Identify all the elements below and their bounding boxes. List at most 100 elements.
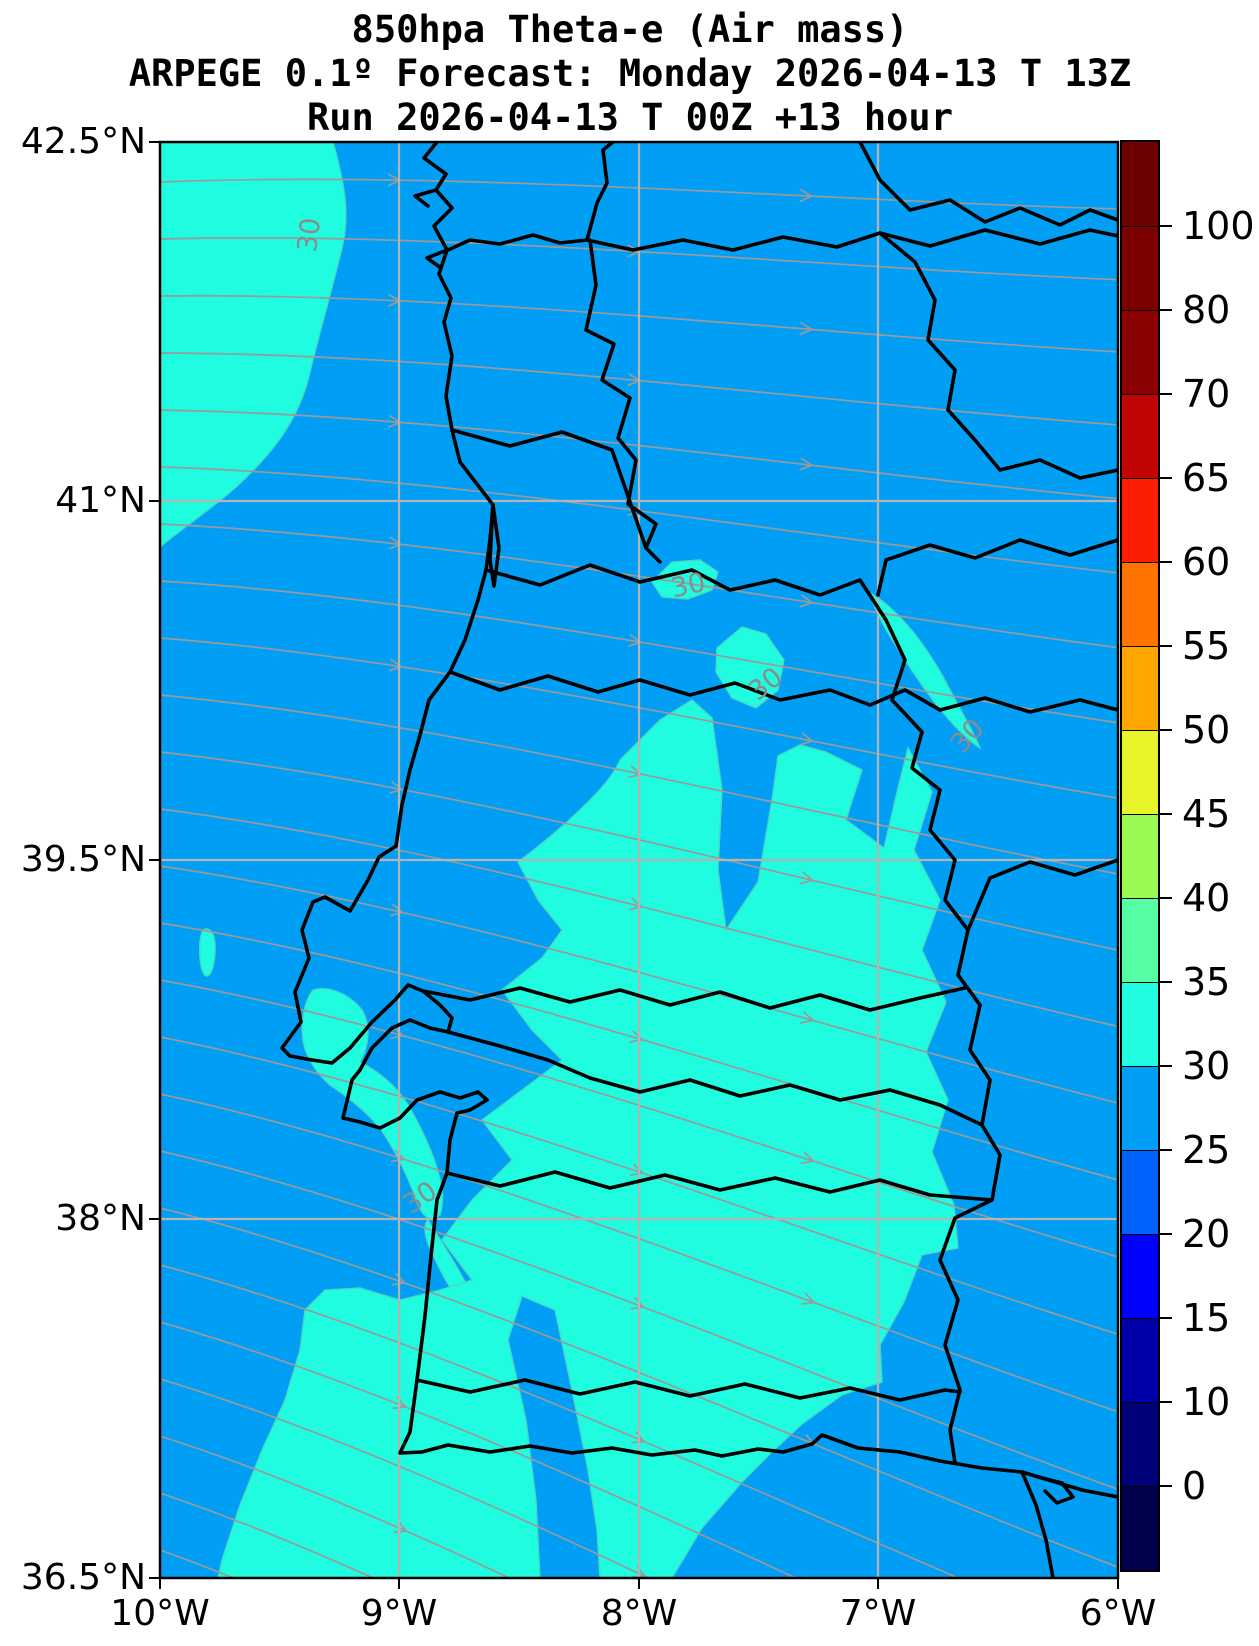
streamline-arrow — [390, 1034, 404, 1040]
colorbar-tick — [1160, 393, 1172, 395]
colorbar-tick — [1160, 1065, 1172, 1067]
colorbar-tick-label: 55 — [1182, 624, 1231, 668]
x-axis-tick — [398, 1578, 400, 1589]
streamline-arrow — [628, 372, 641, 382]
y-axis-tick — [149, 1218, 160, 1220]
streamline-arrow — [801, 594, 813, 604]
y-axis-tick — [149, 1577, 160, 1579]
streamline-arrow — [801, 732, 813, 742]
colorbar-segment — [1122, 814, 1158, 898]
streamline — [160, 1264, 961, 1578]
streamline-arrow — [387, 173, 401, 181]
y-axis-tick — [149, 500, 160, 502]
streamline — [160, 1321, 798, 1578]
colorbar-segment — [1122, 310, 1158, 394]
border-path — [584, 238, 662, 564]
streamline-arrow — [799, 328, 812, 336]
streamline-arrow — [799, 464, 813, 471]
colorbar-tick-label: 15 — [1182, 1296, 1231, 1340]
colorbar-tick — [1160, 813, 1172, 815]
colorbar-tick-label: 30 — [1182, 1044, 1231, 1088]
title-line-2: ARPEGE 0.1º Forecast: Monday 2026-04-13 … — [128, 52, 1132, 95]
title-line-1: 850hpa Theta-e (Air mass) — [351, 8, 909, 51]
colorbar-tick-label: 10 — [1182, 1380, 1231, 1424]
colorbar-segment — [1122, 142, 1158, 226]
colorbar-segment — [1122, 1066, 1158, 1150]
streamline — [160, 178, 1118, 210]
theta-e-band-30-35-region — [217, 699, 959, 1578]
colorbar-tick — [1160, 729, 1172, 731]
border-path — [448, 670, 1118, 714]
streamline — [160, 1492, 376, 1578]
colorbar-tick — [1160, 225, 1172, 227]
colorbar-segment — [1122, 1486, 1158, 1570]
streamline-arrow — [799, 601, 813, 608]
colorbar-segment — [1122, 478, 1158, 562]
theta-e-band-30-35-region — [715, 626, 785, 709]
streamline — [160, 922, 1118, 1181]
y-axis-tick-label: 38°N — [55, 1198, 146, 1239]
x-axis-tick — [159, 1578, 161, 1589]
streamline-arrow — [800, 1160, 814, 1165]
streamline-arrow — [389, 911, 403, 917]
streamline-arrow — [802, 1010, 814, 1022]
border-path — [884, 618, 1002, 1465]
streamline-arrow — [800, 321, 813, 331]
colorbar-segment — [1122, 1318, 1158, 1402]
streamline — [160, 1378, 651, 1578]
streamline-arrow — [800, 457, 813, 467]
colorbar-segment — [1122, 898, 1158, 982]
colorbar-tick-label: 35 — [1182, 960, 1231, 1004]
border-path — [446, 142, 615, 252]
colorbar-segment — [1122, 1234, 1158, 1318]
y-axis-tick-label: 41°N — [55, 480, 146, 521]
colorbar-tick-label: 45 — [1182, 792, 1231, 836]
border-path — [488, 503, 501, 588]
colorbar-segment — [1122, 982, 1158, 1066]
border-path — [446, 1030, 984, 1127]
colorbar-segment — [1122, 730, 1158, 814]
contour-label: 30 — [292, 216, 327, 254]
streamline-arrow — [391, 903, 403, 914]
streamline — [160, 409, 1118, 500]
colorbar-segment — [1122, 226, 1158, 310]
streamline — [160, 523, 1118, 649]
colorbar-tick-label: 25 — [1182, 1128, 1231, 1172]
y-axis-tick — [149, 859, 160, 861]
streamline-arrow — [395, 1272, 406, 1284]
streamline — [160, 694, 1118, 875]
x-axis-tick-label: 8°W — [600, 1593, 678, 1634]
colorbar-tick — [1160, 1485, 1172, 1487]
x-axis-tick-label: 10°W — [110, 1593, 210, 1634]
border-path — [1036, 1475, 1075, 1505]
colorbar-tick — [1160, 1317, 1172, 1319]
colorbar-segment — [1122, 562, 1158, 646]
streamline — [160, 865, 1118, 1104]
streamline-arrow — [799, 188, 812, 197]
streamline-arrow — [631, 1440, 645, 1444]
colorbar-tick-label: 50 — [1182, 708, 1231, 752]
streamline — [160, 979, 1118, 1258]
streamline-arrow — [629, 1172, 643, 1177]
border-path — [450, 428, 648, 550]
colorbar — [1120, 140, 1160, 1572]
streamline-arrow — [802, 871, 814, 882]
colorbar-tick — [1160, 981, 1172, 983]
colorbar-tick — [1160, 897, 1172, 899]
x-axis-tick-label: 7°W — [839, 1593, 917, 1634]
streamline-arrow — [802, 1587, 815, 1588]
x-axis-tick-label: 6°W — [1079, 1593, 1157, 1634]
colorbar-tick — [1160, 1149, 1172, 1151]
x-axis-tick — [638, 1578, 640, 1589]
colorbar-tick-label: 65 — [1182, 456, 1231, 500]
border-path — [413, 188, 438, 208]
x-axis-tick-label: 9°W — [360, 1593, 438, 1634]
streamlines-layer — [160, 173, 1118, 1588]
colorbar-segment — [1122, 394, 1158, 478]
colorbar-tick — [1160, 1401, 1172, 1403]
border-path — [421, 986, 967, 1012]
streamline — [160, 1036, 1118, 1336]
border-path — [876, 538, 1118, 597]
streamline-arrow — [799, 879, 813, 885]
streamline — [160, 1150, 1118, 1491]
